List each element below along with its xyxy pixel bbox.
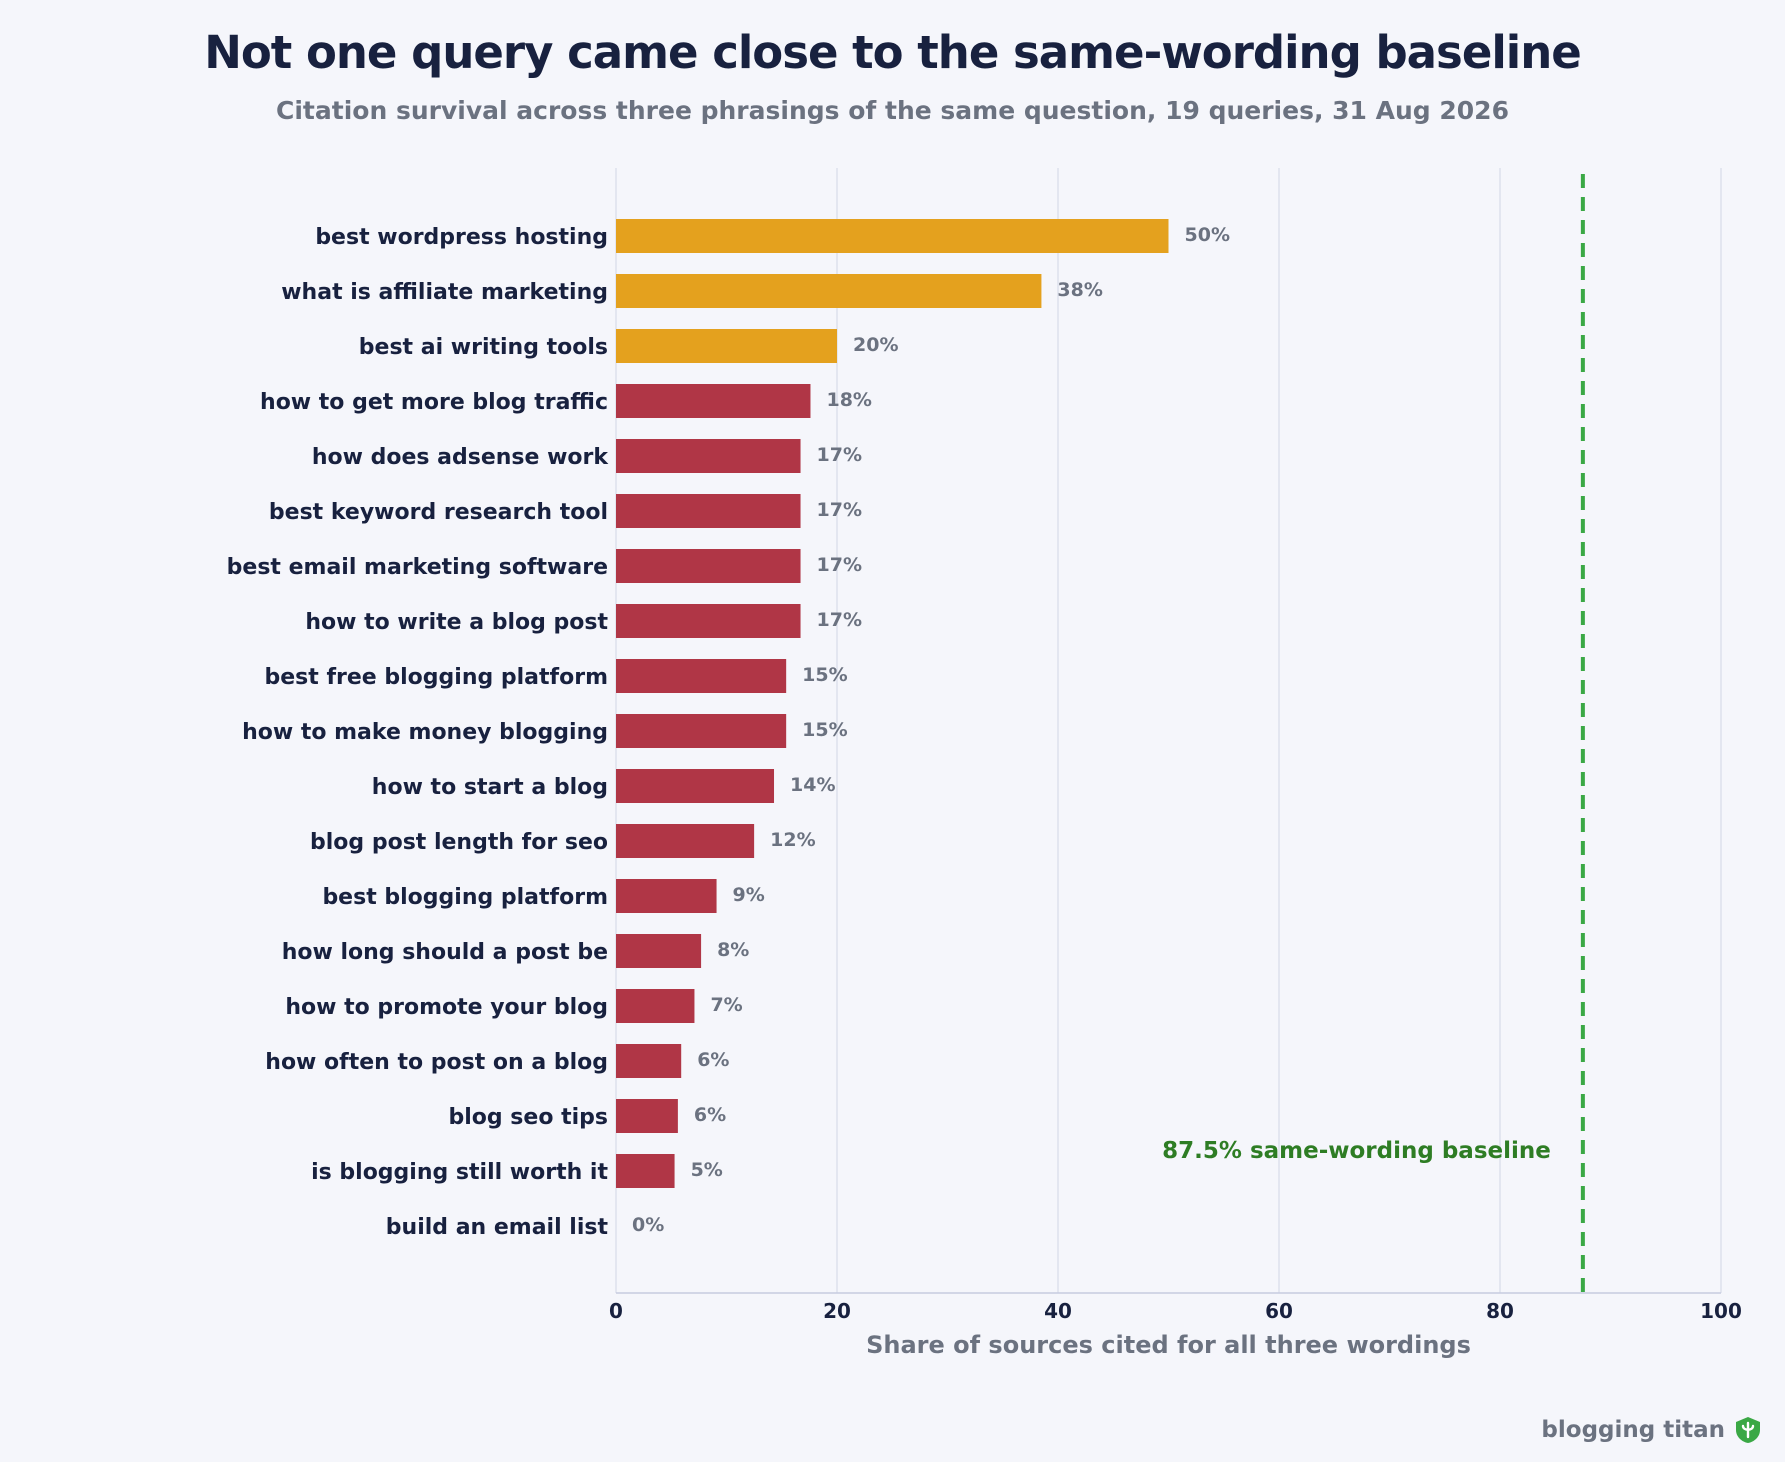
- value-label: 0%: [632, 1214, 664, 1236]
- value-label: 17%: [817, 609, 862, 631]
- value-label: 15%: [802, 664, 847, 686]
- chart-subtitle: Citation survival across three phrasings…: [276, 96, 1509, 125]
- x-tick-label: 40: [1044, 1299, 1072, 1323]
- value-label: 6%: [697, 1049, 729, 1071]
- category-label: how to make money blogging: [242, 720, 608, 745]
- category-label: how long should a post be: [282, 940, 608, 965]
- category-label: best ai writing tools: [359, 335, 608, 360]
- bar: [616, 604, 801, 638]
- bar: [616, 274, 1042, 308]
- bar: [616, 989, 695, 1023]
- bar: [616, 1044, 682, 1078]
- category-label: is blogging still worth it: [311, 1160, 608, 1185]
- bar: [616, 824, 755, 858]
- value-label: 17%: [817, 554, 862, 576]
- bar: [616, 1099, 678, 1133]
- category-label: best free blogging platform: [265, 665, 608, 690]
- category-label: blog seo tips: [449, 1105, 609, 1130]
- category-label: how often to post on a blog: [265, 1050, 608, 1075]
- shield-icon: [1735, 1416, 1761, 1444]
- value-label: 6%: [694, 1104, 726, 1126]
- value-label: 18%: [826, 389, 871, 411]
- category-label: best keyword research tool: [269, 500, 608, 525]
- category-label: how to write a blog post: [305, 610, 608, 635]
- bar: [616, 934, 702, 968]
- category-label: what is affiliate marketing: [281, 280, 608, 305]
- x-axis-title: Share of sources cited for all three wor…: [866, 1331, 1471, 1359]
- baseline-label: 87.5% same-wording baseline: [1162, 1138, 1551, 1164]
- category-label: how to start a blog: [372, 775, 608, 800]
- value-label: 17%: [817, 499, 862, 521]
- bar: [616, 219, 1169, 253]
- category-label: how to get more blog traffic: [260, 390, 608, 415]
- value-label: 20%: [853, 334, 898, 356]
- value-label: 17%: [817, 444, 862, 466]
- bar: [616, 769, 775, 803]
- bar: [616, 879, 717, 913]
- bar: [616, 1154, 675, 1188]
- x-tick-label: 80: [1486, 1299, 1514, 1323]
- chart-title: Not one query came close to the same-wor…: [204, 26, 1582, 79]
- x-tick-label: 100: [1700, 1299, 1742, 1323]
- x-tick-label: 0: [609, 1299, 623, 1323]
- category-label: how does adsense work: [312, 445, 610, 470]
- value-label: 50%: [1185, 224, 1230, 246]
- bar: [616, 714, 787, 748]
- brand-logo: blogging titan: [1541, 1416, 1761, 1444]
- value-label: 12%: [770, 829, 815, 851]
- bar: [616, 439, 801, 473]
- category-label: best email marketing software: [227, 555, 608, 580]
- category-label: blog post length for seo: [310, 830, 608, 855]
- value-label: 14%: [790, 774, 835, 796]
- category-label: build an email list: [386, 1215, 609, 1240]
- bar: [616, 549, 801, 583]
- bar: [616, 384, 811, 418]
- value-label: 5%: [691, 1159, 723, 1181]
- bar: [616, 494, 801, 528]
- bar: [616, 659, 787, 693]
- bar: [616, 329, 837, 363]
- x-tick-label: 20: [823, 1299, 851, 1323]
- category-label: best wordpress hosting: [315, 225, 608, 250]
- brand-name: blogging titan: [1541, 1417, 1725, 1443]
- value-label: 38%: [1057, 279, 1102, 301]
- value-label: 7%: [710, 994, 742, 1016]
- x-tick-label: 60: [1265, 1299, 1293, 1323]
- category-label: best blogging platform: [322, 885, 608, 910]
- category-label: how to promote your blog: [285, 995, 608, 1020]
- value-label: 15%: [802, 719, 847, 741]
- value-label: 9%: [733, 884, 765, 906]
- value-label: 8%: [717, 939, 749, 961]
